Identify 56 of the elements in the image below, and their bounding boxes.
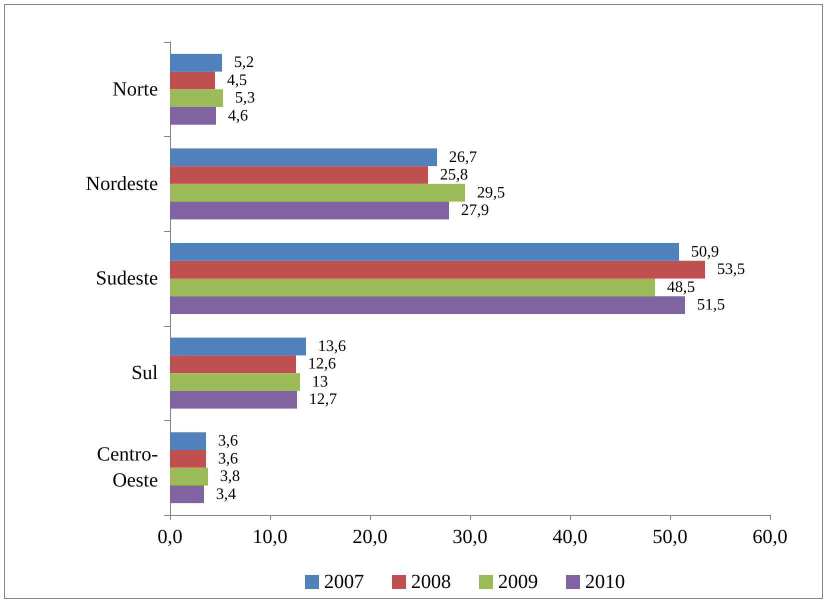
bar <box>170 243 679 261</box>
bar <box>170 148 437 166</box>
data-label: 5,3 <box>235 90 255 107</box>
data-label: 53,5 <box>717 261 745 278</box>
legend-label: 2010 <box>585 571 625 593</box>
bar <box>170 432 206 450</box>
data-label: 26,7 <box>449 148 477 166</box>
data-label: 13,6 <box>318 338 346 355</box>
data-label: 13 <box>312 373 328 390</box>
bar <box>170 260 705 278</box>
x-tick-label: 50,0 <box>652 526 688 548</box>
x-tick-label: 40,0 <box>552 526 588 548</box>
data-label: 12,6 <box>308 356 336 373</box>
data-label: 29,5 <box>477 184 505 202</box>
y-tick-label: Norte <box>112 78 158 100</box>
x-tick-label: 10,0 <box>252 526 288 548</box>
data-label: 12,7 <box>309 391 337 408</box>
x-tick-label: 0,0 <box>158 526 182 548</box>
bar <box>170 450 206 468</box>
x-tick-label: 60,0 <box>752 526 788 548</box>
bar <box>170 184 465 202</box>
data-label: 27,9 <box>461 202 489 220</box>
bar <box>170 373 300 391</box>
bar <box>170 278 655 296</box>
bar <box>170 355 296 374</box>
legend-label: 2008 <box>411 571 451 593</box>
bar <box>170 296 685 314</box>
data-label: 50,9 <box>691 243 719 260</box>
bar <box>170 166 428 184</box>
bar <box>170 89 223 108</box>
bar <box>170 485 204 504</box>
legend-label: 2009 <box>498 571 538 593</box>
legend-label: 2007 <box>324 571 364 593</box>
data-label: 25,8 <box>440 166 468 184</box>
bar <box>170 54 222 72</box>
data-label: 3,6 <box>218 432 238 450</box>
data-label: 3,8 <box>220 468 240 486</box>
bar <box>170 468 208 486</box>
y-tick-label: Centro- Oeste <box>96 444 158 492</box>
data-label: 3,6 <box>218 450 238 468</box>
y-tick-label: Sudeste <box>96 268 158 290</box>
x-tick-label: 20,0 <box>352 526 388 548</box>
data-label: 4,5 <box>227 72 247 89</box>
bar <box>170 202 449 220</box>
data-label: 48,5 <box>667 278 695 296</box>
x-tick-label: 30,0 <box>452 526 488 548</box>
bar <box>170 72 215 90</box>
bar <box>170 107 216 125</box>
bar <box>170 338 306 356</box>
data-label: 4,6 <box>228 107 248 124</box>
data-label: 3,4 <box>216 486 236 503</box>
y-tick-label: Nordeste <box>86 172 158 195</box>
bar <box>170 390 297 409</box>
data-label: 51,5 <box>697 296 725 314</box>
data-label: 5,2 <box>234 54 254 72</box>
y-tick-label: Sul <box>131 362 158 384</box>
